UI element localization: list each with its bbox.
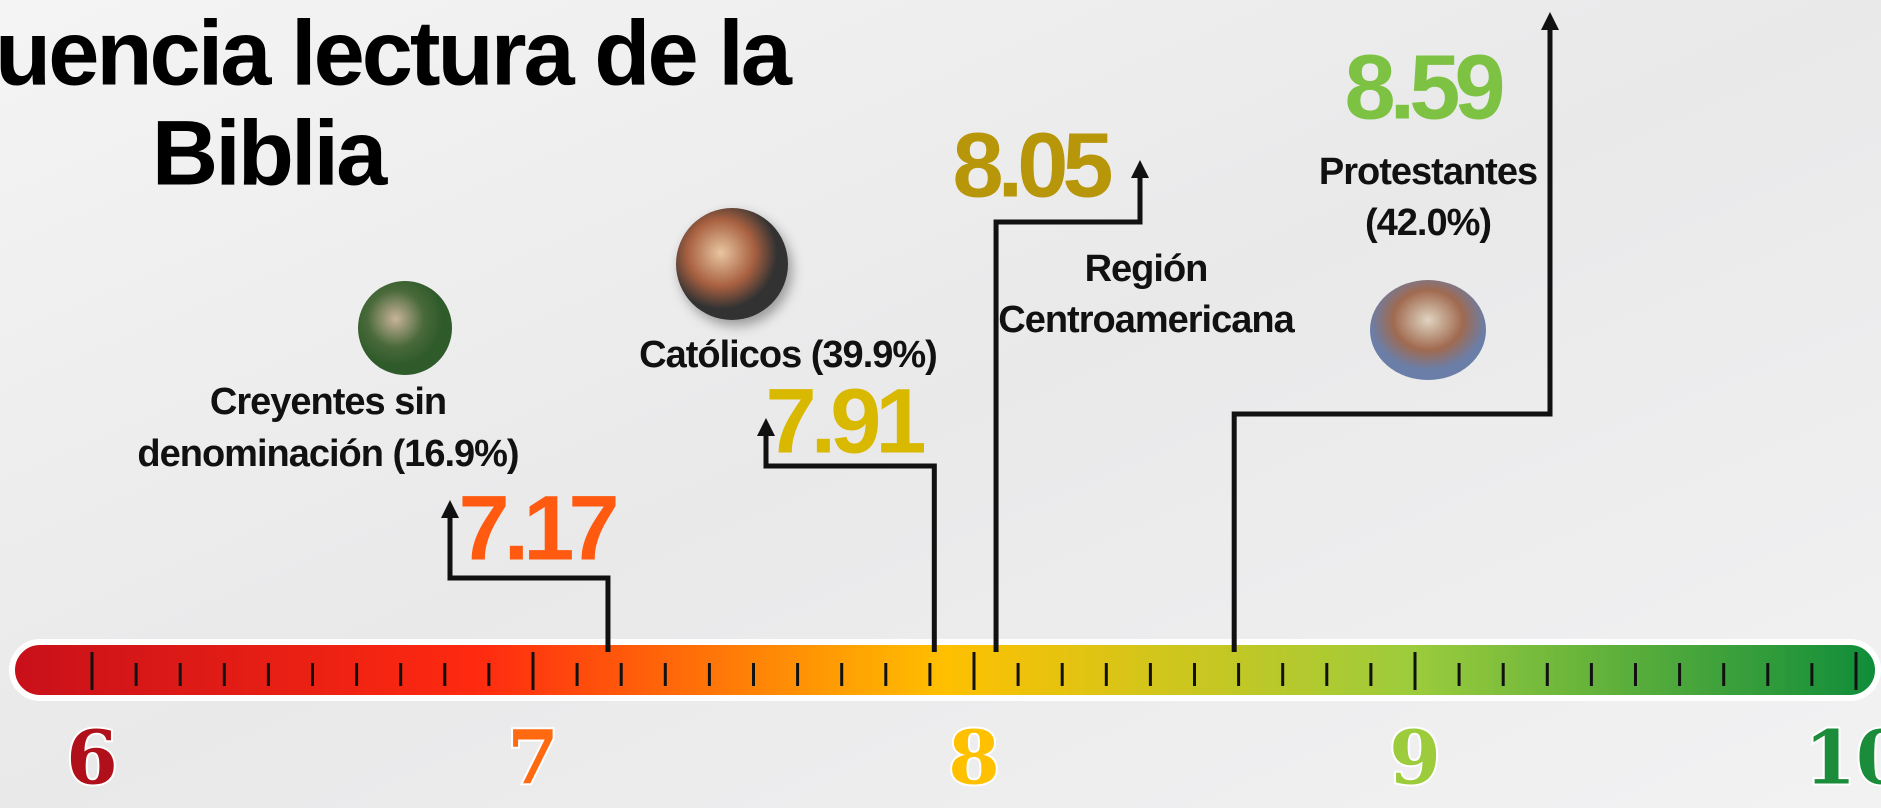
x-tick-label: 7 — [507, 716, 559, 802]
marker-label: Protestantes — [1319, 151, 1537, 193]
value-label: 7.17 — [458, 477, 616, 579]
photo — [676, 208, 788, 320]
value-label: 7.91 — [765, 370, 924, 472]
chart: uencia lectura de la Biblia 6 7 8 9 10 7.17 Cr… — [0, 0, 1881, 808]
marker-label: Centroamericana — [998, 299, 1295, 341]
marker-label: Católicos (39.9%) — [639, 334, 937, 376]
x-tick-label: 9 — [1389, 716, 1441, 802]
x-tick-label: 8 — [948, 716, 1000, 802]
x-tick-label: 10 — [1805, 716, 1881, 802]
value-label: 8.05 — [952, 114, 1111, 216]
x-tick-label: 6 — [66, 716, 118, 802]
marker-label: (42.0%) — [1365, 202, 1491, 244]
title-line: uencia lectura de la — [0, 2, 793, 104]
photo — [358, 281, 452, 375]
marker-label: Región — [1085, 248, 1208, 290]
marker-label: denominación (16.9%) — [137, 433, 518, 475]
scale-bar — [12, 642, 1878, 698]
photo — [1370, 280, 1486, 380]
title-line: Biblia — [152, 102, 388, 204]
value-label: 8.59 — [1344, 36, 1502, 138]
marker-label: Creyentes sin — [210, 381, 446, 423]
